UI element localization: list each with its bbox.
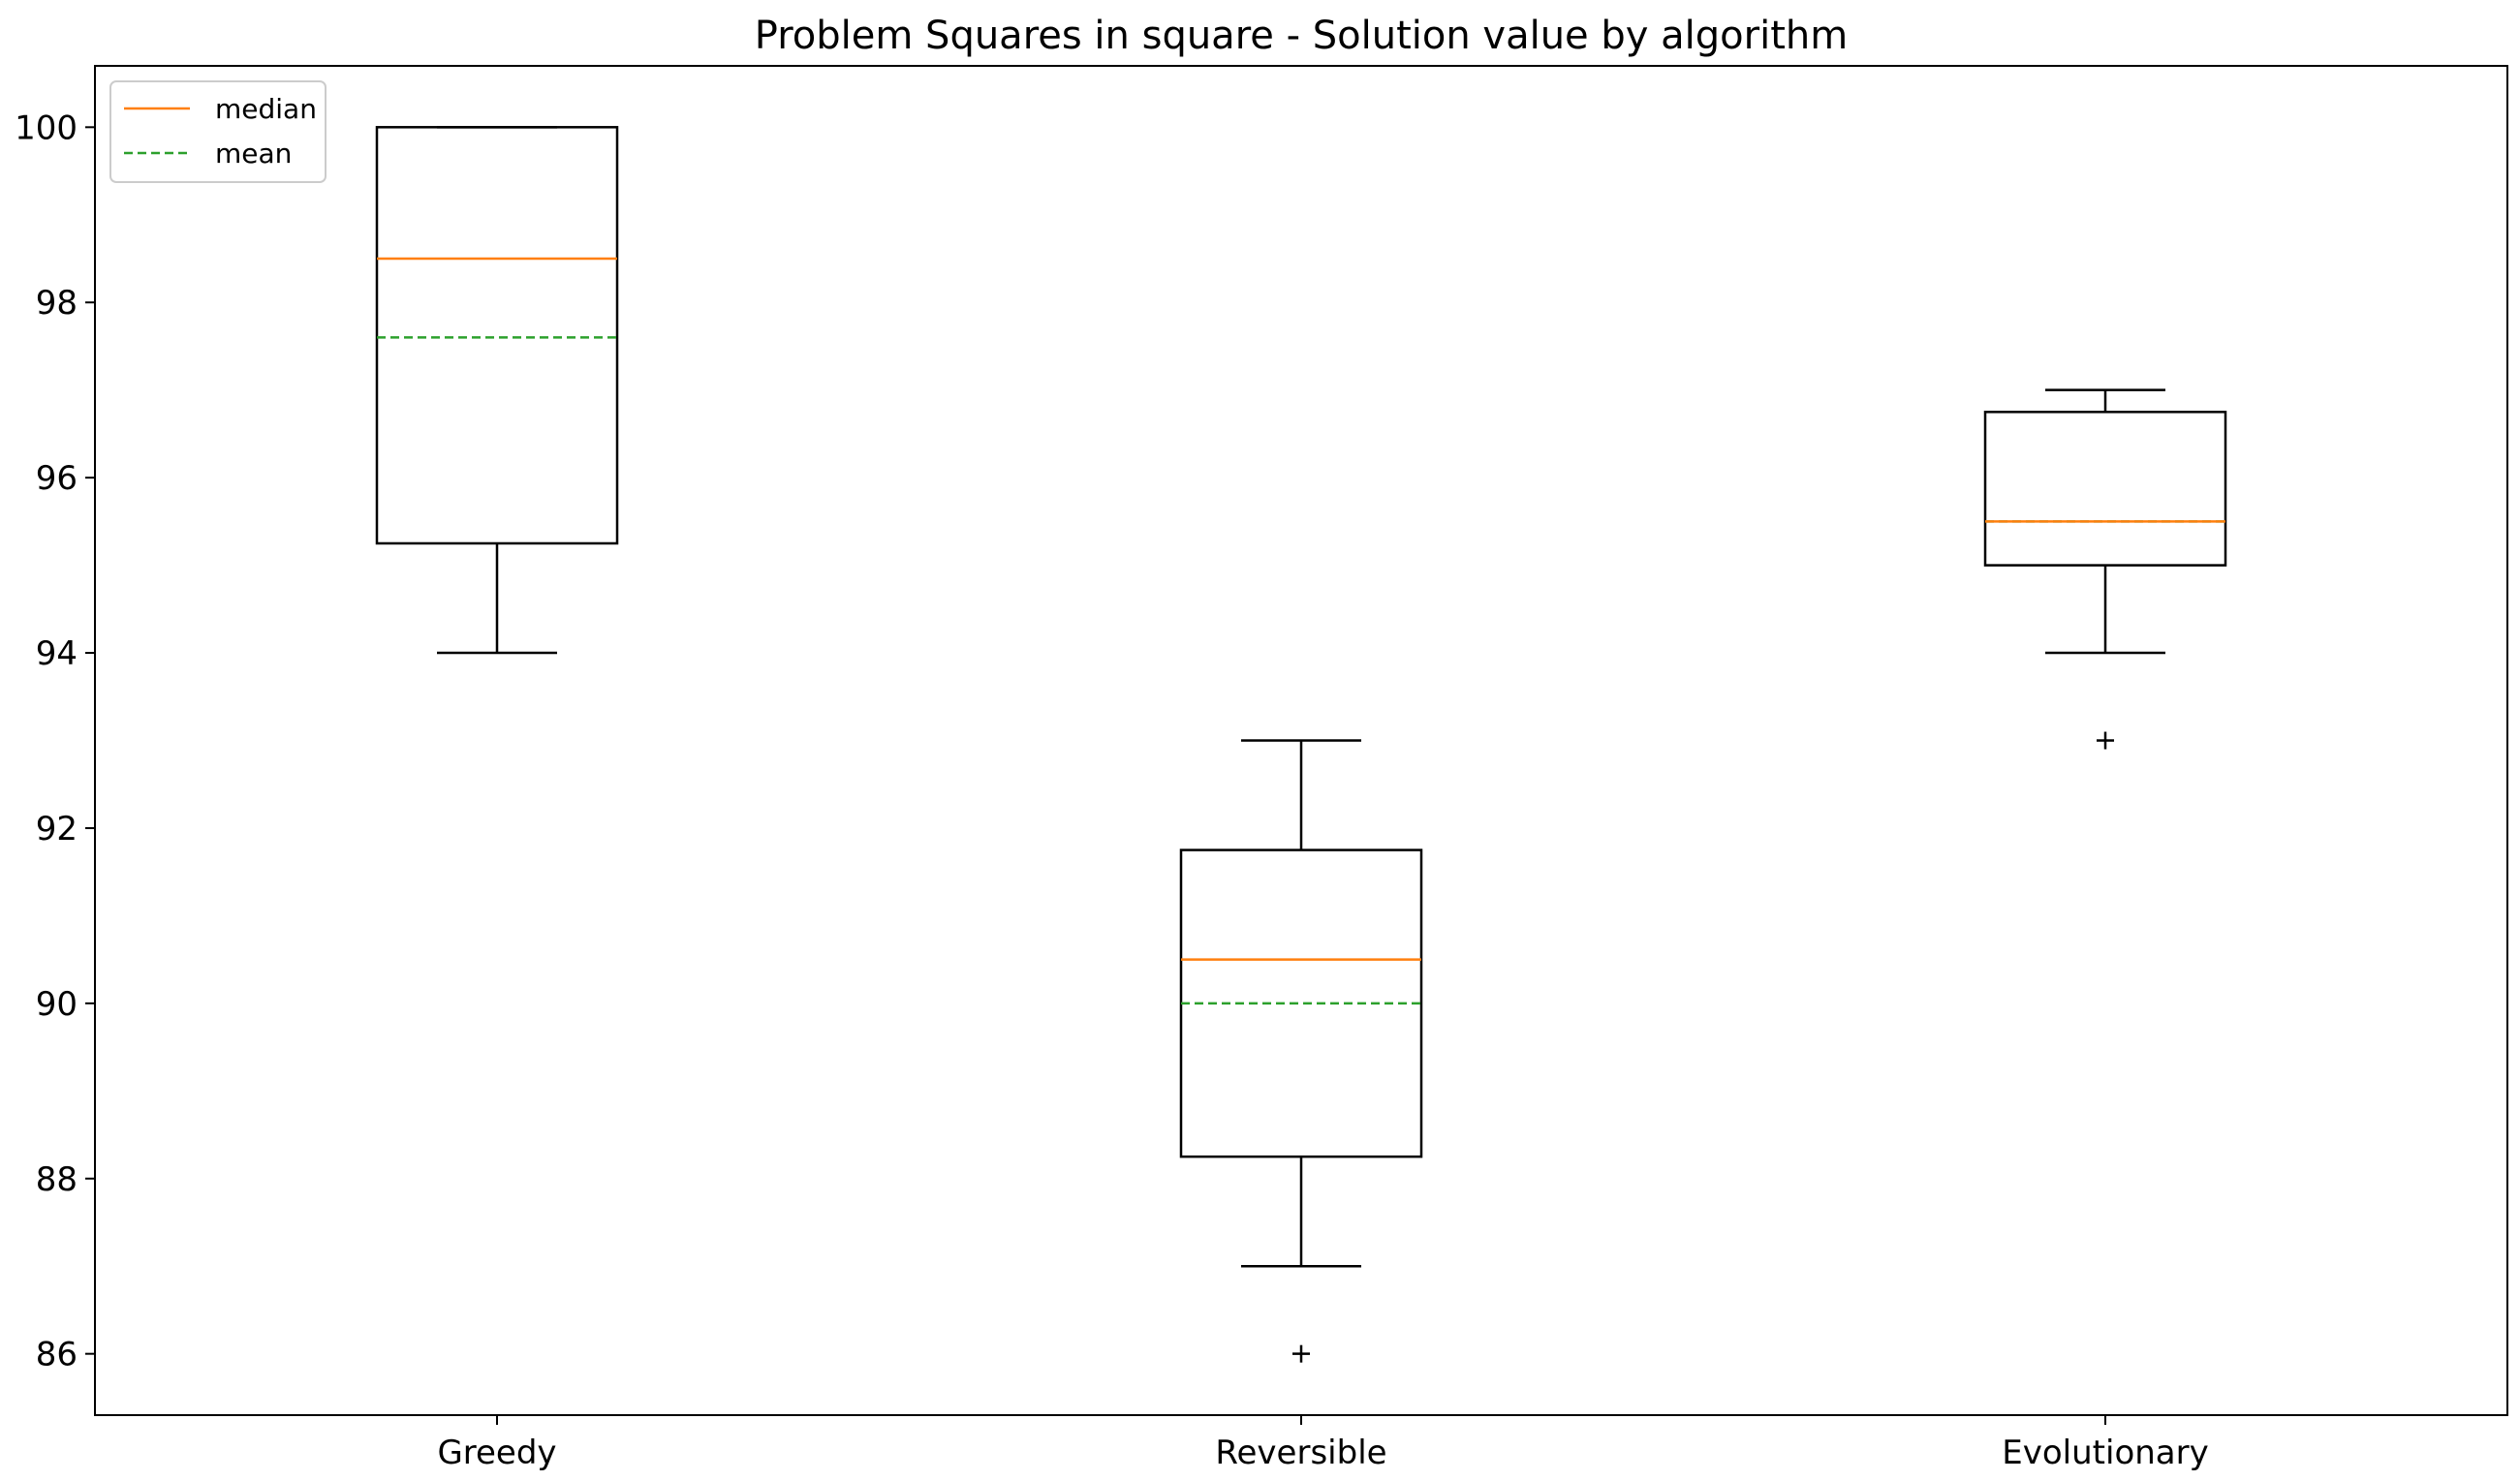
y-tick-label: 88 bbox=[36, 1160, 78, 1199]
box-greedy bbox=[375, 126, 619, 655]
legend-frame bbox=[109, 80, 327, 183]
x-tick-label: Reversible bbox=[1215, 1434, 1386, 1472]
box-reversible bbox=[1179, 739, 1423, 1363]
box-iqr bbox=[1983, 411, 2227, 567]
y-tick-label: 96 bbox=[36, 459, 78, 498]
legend: median mean bbox=[109, 80, 327, 183]
box-iqr bbox=[375, 126, 619, 545]
y-tick-label: 94 bbox=[36, 634, 78, 673]
x-axis: Greedy Reversible Evolutionary bbox=[437, 1415, 2209, 1472]
box-evolutionary bbox=[1983, 388, 2227, 750]
legend-label-mean: mean bbox=[215, 138, 292, 170]
y-tick-label: 86 bbox=[36, 1336, 78, 1374]
chart-title: Problem Squares in square - Solution val… bbox=[755, 14, 1848, 58]
x-tick-label: Greedy bbox=[437, 1434, 556, 1472]
y-tick-label: 90 bbox=[36, 985, 78, 1024]
y-tick-label: 92 bbox=[36, 810, 78, 848]
y-tick-label: 98 bbox=[36, 284, 78, 323]
y-tick-label: 100 bbox=[15, 108, 78, 147]
x-tick-label: Evolutionary bbox=[2002, 1434, 2208, 1472]
y-axis: 86 88 90 92 94 96 98 100 bbox=[15, 108, 95, 1374]
box-series bbox=[375, 126, 2227, 1363]
legend-label-median: median bbox=[215, 93, 317, 125]
